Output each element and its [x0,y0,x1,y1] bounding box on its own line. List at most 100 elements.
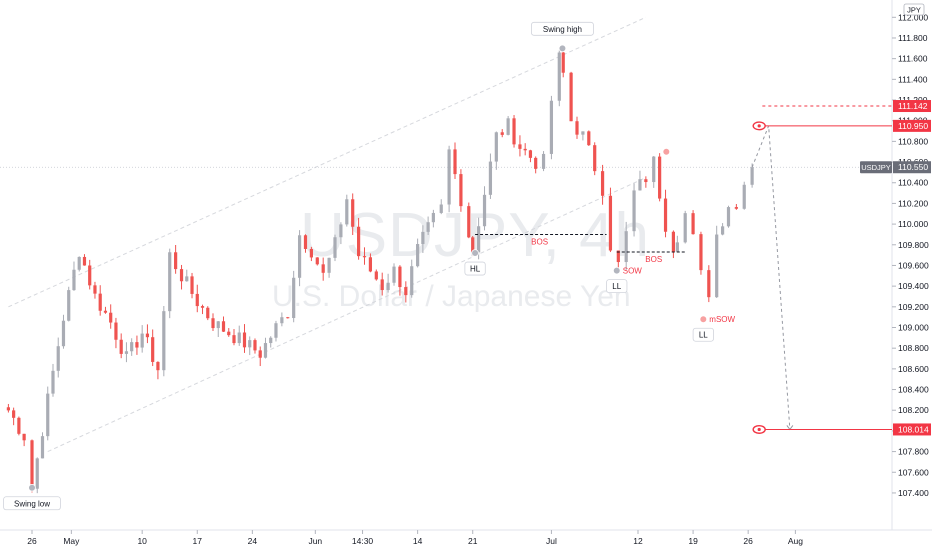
candle-body[interactable] [750,167,754,185]
candle-body[interactable] [506,118,510,135]
candle-body[interactable] [195,293,199,307]
candle-body[interactable] [114,322,118,340]
candle-body[interactable] [56,346,60,371]
candle-body[interactable] [644,179,648,183]
candle-body[interactable] [593,145,597,172]
candle-body[interactable] [227,331,231,336]
candle-body[interactable] [421,231,425,245]
candle-body[interactable] [715,234,719,298]
annotation-box[interactable] [692,327,714,342]
last-price-tag[interactable] [893,161,931,174]
candle-body[interactable] [608,195,613,251]
swing-point-marker[interactable] [699,315,708,324]
candle-body[interactable] [453,149,457,175]
candle-body[interactable] [40,436,45,459]
candle-body[interactable] [179,269,184,282]
candle-body[interactable] [624,231,628,263]
candle-body[interactable] [549,100,554,154]
candle-body[interactable] [82,256,87,266]
candle-body[interactable] [130,342,134,352]
candle-body[interactable] [98,293,102,311]
candle-body[interactable] [30,440,34,489]
candle-body[interactable] [124,351,129,354]
candle-body[interactable] [587,131,591,146]
candle-body[interactable] [663,198,668,232]
channel-line[interactable] [8,16,647,308]
candle-body[interactable] [459,174,463,207]
candle-body[interactable] [561,52,565,73]
candle-body[interactable] [398,266,402,288]
candle-body[interactable] [494,132,498,162]
price-tag[interactable] [893,423,931,436]
swing-point-marker[interactable] [471,249,479,257]
candle-body[interactable] [263,343,268,358]
candle-body[interactable] [575,121,579,135]
candle-body[interactable] [297,235,302,278]
candle-body[interactable] [145,333,150,338]
candle-body[interactable] [200,306,205,308]
symbol-tag[interactable] [860,161,892,174]
candle-body[interactable] [321,264,325,273]
candle-body[interactable] [242,332,247,348]
swing-point-marker[interactable] [662,147,671,156]
candle-body[interactable] [658,156,662,199]
candle-body[interactable] [309,248,313,258]
candle-body[interactable] [691,213,695,235]
annotation-box[interactable] [3,496,61,511]
candle-body[interactable] [351,199,355,227]
price-tag[interactable] [893,100,931,113]
candle-body[interactable] [581,131,585,135]
candle-body[interactable] [439,204,443,213]
candle-body[interactable] [93,285,97,294]
candle-body[interactable] [638,179,642,191]
candle-body[interactable] [557,52,561,101]
candle-body[interactable] [103,310,108,313]
price-tag[interactable] [893,119,931,132]
candle-body[interactable] [151,337,155,362]
candle-body[interactable] [22,433,26,441]
candle-body[interactable] [374,271,378,280]
candle-body[interactable] [482,194,487,227]
projection-path[interactable] [751,125,791,430]
candle-body[interactable] [46,393,50,437]
candle-body[interactable] [72,269,76,291]
candle-body[interactable] [541,153,546,169]
candle-body[interactable] [447,149,451,205]
candle-body[interactable] [742,184,746,209]
candle-body[interactable] [534,157,538,169]
candle-body[interactable] [51,370,55,394]
candle-body[interactable] [168,252,172,312]
candle-body[interactable] [185,276,189,282]
candle-body[interactable] [518,144,522,149]
candle-body[interactable] [734,207,738,209]
candle-body[interactable] [190,276,194,294]
candle-body[interactable] [488,161,493,195]
candle-body[interactable] [61,320,66,347]
candle-body[interactable] [699,234,703,271]
candle-body[interactable] [274,323,278,338]
candle-body[interactable] [512,118,516,145]
candle-body[interactable] [386,282,390,291]
swing-point-marker[interactable] [558,44,567,53]
candle-body[interactable] [109,312,113,323]
candle-body[interactable] [431,212,435,223]
currency-box[interactable] [903,3,925,16]
candle-body[interactable] [6,407,10,411]
candle-body[interactable] [12,410,16,418]
candle-body[interactable] [357,226,361,257]
candle-body[interactable] [632,190,636,232]
candle-body[interactable] [135,342,139,348]
candle-body[interactable] [67,290,71,321]
candle-body[interactable] [345,199,349,225]
candle-body[interactable] [675,242,679,252]
candle-body[interactable] [206,307,210,319]
candle-body[interactable] [221,321,226,332]
candle-body[interactable] [232,335,236,344]
candle-body[interactable] [292,277,296,319]
annotation-box[interactable] [531,21,594,36]
candle-body[interactable] [35,458,39,489]
swing-point-marker[interactable] [612,266,621,275]
channel-line[interactable] [47,177,647,453]
